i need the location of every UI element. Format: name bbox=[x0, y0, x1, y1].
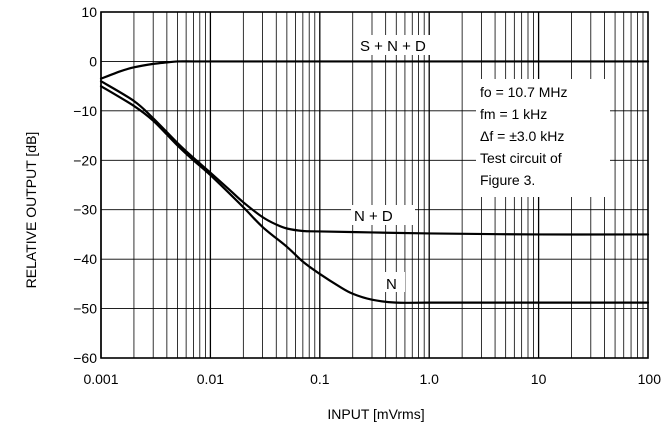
series-label-n-d: N + D bbox=[354, 208, 393, 225]
y-tick-label: 10 bbox=[81, 4, 97, 20]
y-axis-title: RELATIVE OUTPUT [dB] bbox=[23, 132, 39, 289]
y-tick-label: −10 bbox=[73, 103, 97, 119]
x-tick-label: 10 bbox=[531, 371, 547, 387]
y-tick-label: −30 bbox=[73, 202, 97, 218]
plot-frame bbox=[100, 11, 649, 359]
x-axis-title: INPUT [mVrms] bbox=[327, 406, 424, 422]
y-tick-label: −50 bbox=[73, 301, 97, 317]
y-tick-label: −20 bbox=[73, 152, 97, 168]
x-tick-label: 100 bbox=[638, 371, 661, 387]
annotation-line-3: Δf = ±3.0 kHz bbox=[480, 128, 564, 144]
tick-labels: 0.001 0.01 0.1 1.0 10 100100−10−20−30−40−50−6… bbox=[73, 4, 661, 387]
x-tick-label: 0.001 bbox=[83, 371, 118, 387]
y-tick-label: 0 bbox=[89, 53, 97, 69]
x-tick-label: 0.1 bbox=[310, 371, 330, 387]
series-label-bg-snd bbox=[356, 35, 448, 55]
annotation-bg bbox=[476, 79, 610, 197]
grid bbox=[100, 11, 648, 359]
series-label-n: N bbox=[386, 276, 397, 293]
series-label-bg-nd bbox=[351, 205, 415, 225]
annotation-line-1: fo = 10.7 MHz bbox=[480, 84, 568, 100]
annotation-line-5: Figure 3. bbox=[480, 172, 535, 188]
annotation-line-2: fm = 1 kHz bbox=[480, 106, 547, 122]
y-tick-label: −40 bbox=[73, 251, 97, 267]
series-label-bg-n bbox=[381, 272, 405, 292]
series-label-s-n-d: S + N + D bbox=[360, 38, 426, 55]
series-line-s-n-d bbox=[99, 60, 650, 80]
x-tick-label: 1.0 bbox=[419, 371, 439, 387]
series-line-n-d bbox=[99, 80, 650, 236]
y-tick-label: −60 bbox=[73, 350, 97, 366]
annotation-line-4: Test circuit of bbox=[480, 150, 562, 166]
series-line-n bbox=[99, 85, 650, 304]
series-lines bbox=[99, 60, 650, 304]
x-tick-label: 0.01 bbox=[197, 371, 224, 387]
